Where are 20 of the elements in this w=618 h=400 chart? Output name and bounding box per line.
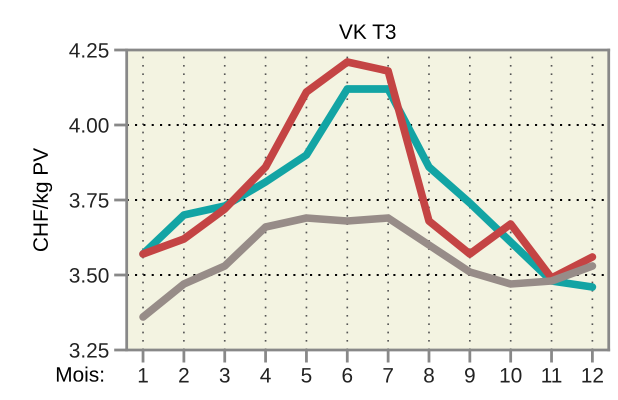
x-tick-label: 2 <box>179 368 189 382</box>
y-tick-label: 4.00 <box>69 118 109 133</box>
y-tick-label: 3.25 <box>70 343 108 358</box>
y-tick-label: 4.25 <box>69 43 108 58</box>
chart-title: VK T3 <box>339 24 396 40</box>
x-tick-label: 10 <box>500 368 522 383</box>
x-tick-label: 4 <box>260 368 271 382</box>
y-axis-title: CHF/kg PV <box>32 148 52 252</box>
x-tick-label: 8 <box>424 368 434 383</box>
x-tick-label: 11 <box>542 368 562 382</box>
x-tick-label: 3 <box>220 368 230 383</box>
x-tick-label: 12 <box>582 368 603 382</box>
x-tick-label: 1 <box>138 368 148 382</box>
y-tick-label: 3.75 <box>70 193 108 208</box>
x-tick-label: 7 <box>383 368 393 382</box>
x-axis-title: Mois: <box>56 366 104 382</box>
x-tick-label: 5 <box>301 368 312 383</box>
x-tick-label: 6 <box>342 368 352 383</box>
y-tick-label: 3.50 <box>70 268 109 283</box>
x-tick-label: 9 <box>465 368 475 383</box>
